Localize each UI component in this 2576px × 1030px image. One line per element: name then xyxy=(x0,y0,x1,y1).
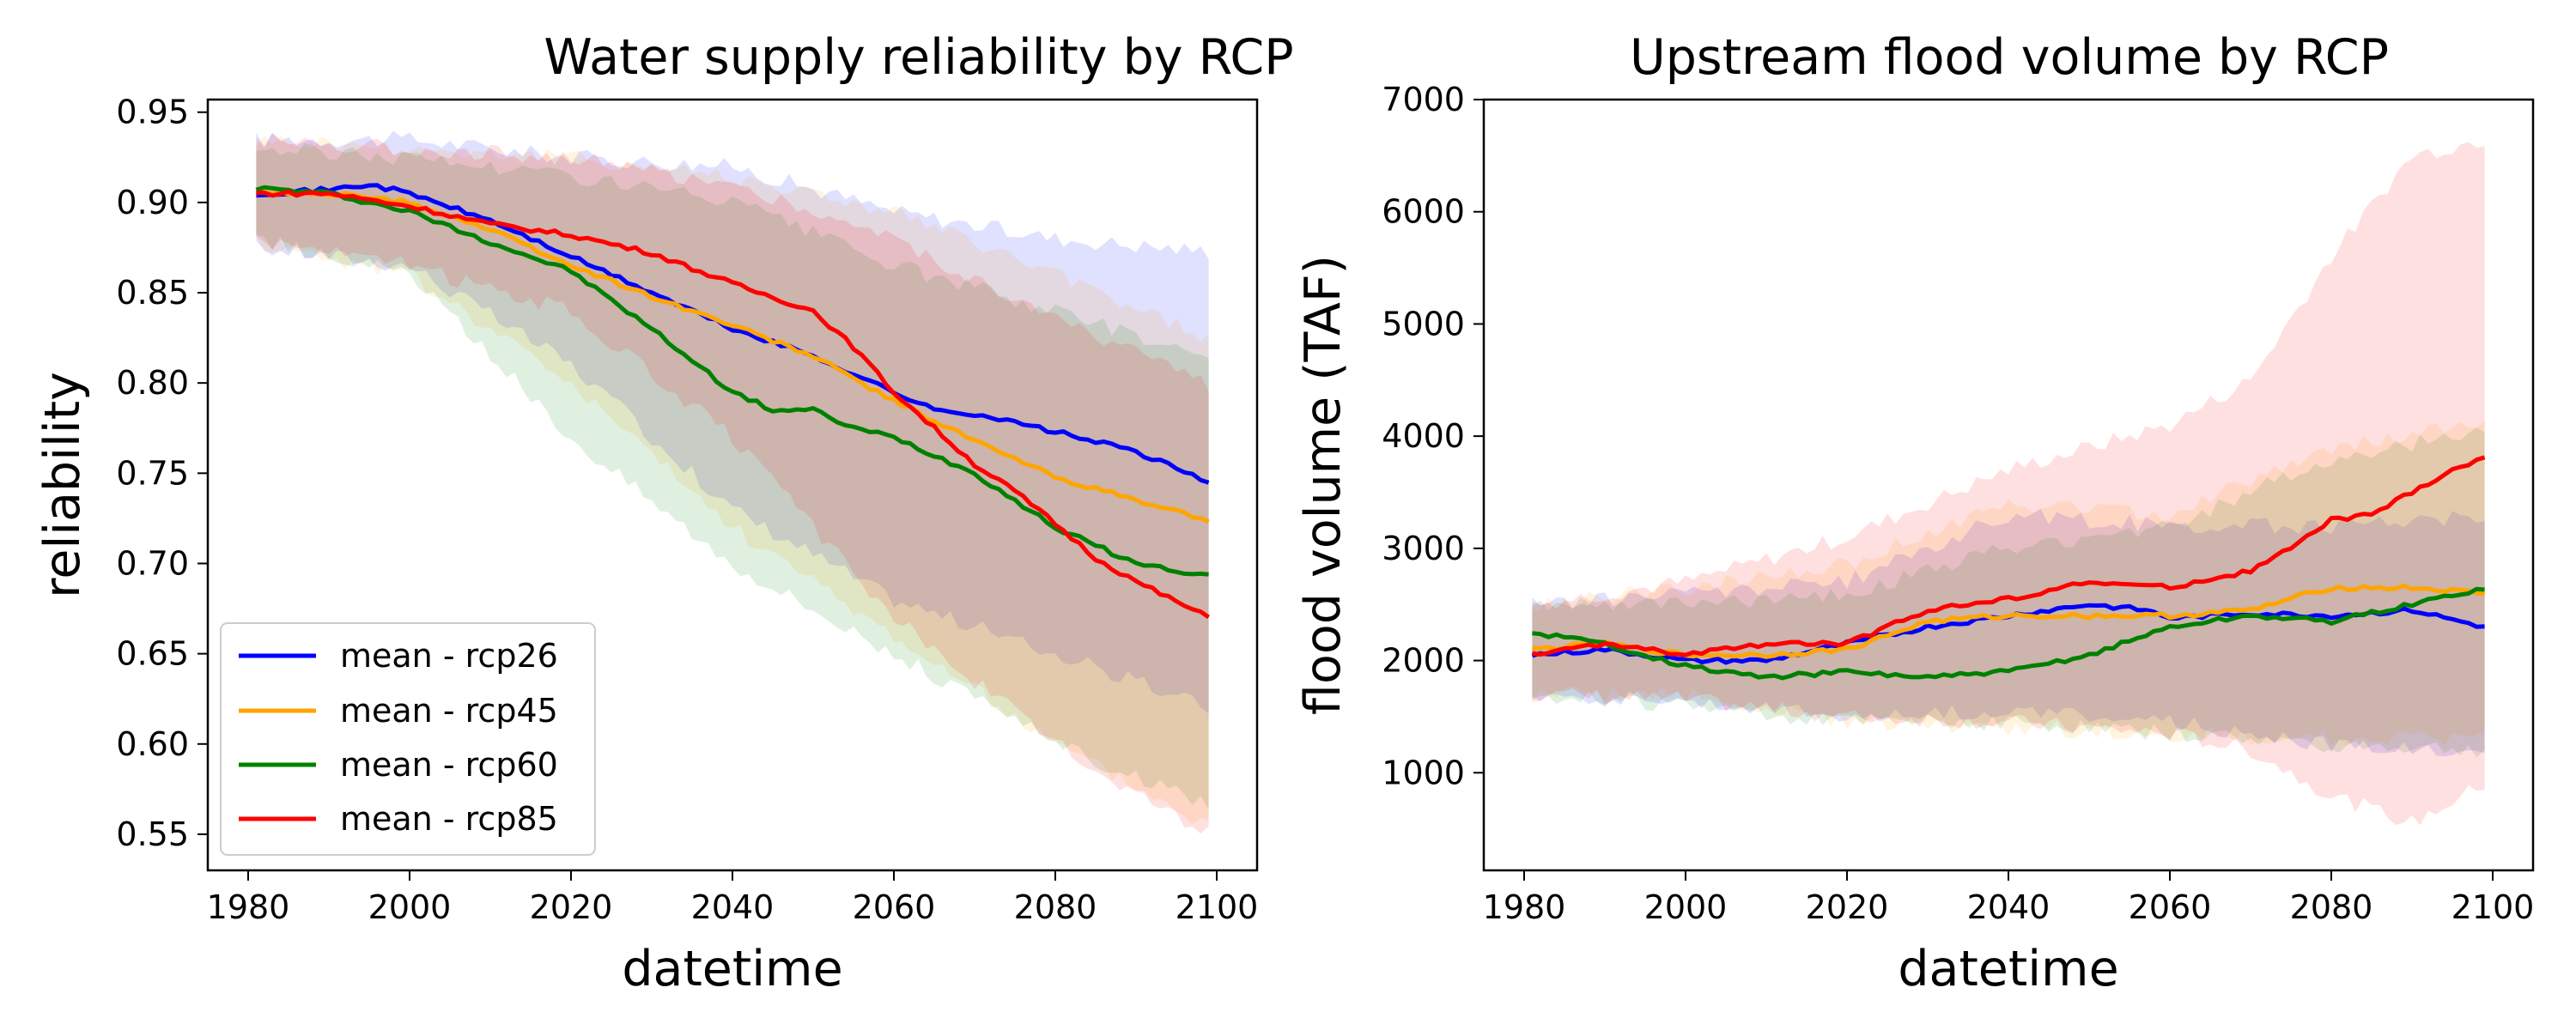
reliability-x-tick-label: 2000 xyxy=(368,888,452,926)
legend-label-rcp45: mean - rcp45 xyxy=(340,692,558,730)
flood-volume-x-ticks: 1980 2000 2020 2040 2060 2080 2100 xyxy=(1483,870,2535,926)
reliability-y-tick-label: 0.55 xyxy=(116,815,189,853)
flood-volume-y-tick-label: 5000 xyxy=(1382,305,1465,342)
reliability-x-tick-label: 2060 xyxy=(853,888,936,926)
reliability-x-axis-label: datetime xyxy=(622,941,842,997)
reliability-y-tick-label: 0.60 xyxy=(116,725,189,763)
reliability-line-rcp60 xyxy=(255,185,1209,577)
flood-volume-line-rcp85 xyxy=(1531,455,2486,657)
flood-volume-y-ticks: 1000 2000 3000 4000 5000 6000 7000 xyxy=(1382,81,1484,791)
reliability-band-layer xyxy=(256,130,1209,834)
reliability-y-ticks: 0.55 0.60 0.65 0.70 0.75 0.80 0.85 0.90 0.95 xyxy=(116,94,208,853)
reliability-y-tick-label: 0.90 xyxy=(116,184,189,221)
flood-volume-y-axis-label: flood volume (TAF) xyxy=(1295,255,1352,715)
reliability-line-layer xyxy=(255,183,1211,620)
flood-volume-y-tick-label: 1000 xyxy=(1382,754,1465,791)
legend-label-rcp60: mean - rcp60 xyxy=(340,746,558,784)
reliability-panel: Water supply reliability by RCP 1980 2000… xyxy=(34,29,1294,997)
reliability-band-rcp26 xyxy=(256,130,1209,714)
reliability-x-tick-label: 1980 xyxy=(207,888,290,926)
reliability-y-tick-label: 0.70 xyxy=(116,544,189,582)
reliability-y-tick-label: 0.75 xyxy=(116,454,189,492)
flood-volume-x-tick-label: 2020 xyxy=(1806,888,1889,926)
reliability-line-rcp26 xyxy=(256,183,1210,485)
flood-volume-x-tick-label: 2080 xyxy=(2290,888,2373,926)
flood-volume-x-tick-label: 2000 xyxy=(1644,888,1728,926)
reliability-line-rcp45 xyxy=(255,189,1210,524)
reliability-x-tick-label: 2080 xyxy=(1014,888,1097,926)
reliability-x-ticks: 1980 2000 2020 2040 2060 2080 2100 xyxy=(207,870,1259,926)
flood-volume-y-tick-label: 2000 xyxy=(1382,642,1465,680)
reliability-band-rcp45 xyxy=(256,136,1209,825)
reliability-legend: mean - rcp26 mean - rcp45 mean - rcp60 m… xyxy=(220,622,596,856)
reliability-line-rcp85 xyxy=(256,189,1211,620)
reliability-x-tick-label: 2020 xyxy=(530,888,613,926)
reliability-y-tick-label: 0.95 xyxy=(116,94,189,131)
flood-volume-y-tick-label: 3000 xyxy=(1382,530,1465,567)
legend-label-rcp26: mean - rcp26 xyxy=(340,637,558,675)
flood-volume-y-tick-label: 6000 xyxy=(1382,193,1465,231)
flood-volume-x-tick-label: 1980 xyxy=(1483,888,1566,926)
flood-volume-panel: Upstream flood volume by RCP 1980 2000 202… xyxy=(1295,29,2534,997)
flood-volume-chart-title: Upstream flood volume by RCP xyxy=(1630,29,2389,86)
flood-volume-x-tick-label: 2100 xyxy=(2451,888,2535,926)
reliability-x-tick-label: 2100 xyxy=(1176,888,1259,926)
flood-volume-y-tick-label: 7000 xyxy=(1382,81,1465,118)
reliability-band-rcp85 xyxy=(256,133,1209,834)
flood-volume-x-tick-label: 2060 xyxy=(2129,888,2212,926)
flood-volume-x-tick-label: 2040 xyxy=(1967,888,2050,926)
flood-volume-line-layer xyxy=(1531,455,2486,681)
flood-volume-x-axis-label: datetime xyxy=(1898,941,2118,997)
flood-volume-line-rcp60 xyxy=(1532,586,2485,681)
flood-volume-band-rcp45 xyxy=(1532,420,2485,746)
reliability-y-tick-label: 0.80 xyxy=(116,364,189,402)
flood-volume-line-rcp45 xyxy=(1532,583,2485,659)
reliability-y-tick-label: 0.85 xyxy=(116,274,189,312)
legend-box xyxy=(220,622,596,856)
legend-label-rcp85: mean - rcp85 xyxy=(340,800,558,838)
flood-volume-y-tick-label: 4000 xyxy=(1382,417,1465,455)
reliability-chart-title: Water supply reliability by RCP xyxy=(544,29,1293,86)
reliability-y-axis-label: reliability xyxy=(34,372,91,598)
reliability-band-rcp60 xyxy=(256,142,1209,809)
reliability-y-tick-label: 0.65 xyxy=(116,635,189,673)
reliability-x-tick-label: 2040 xyxy=(691,888,775,926)
